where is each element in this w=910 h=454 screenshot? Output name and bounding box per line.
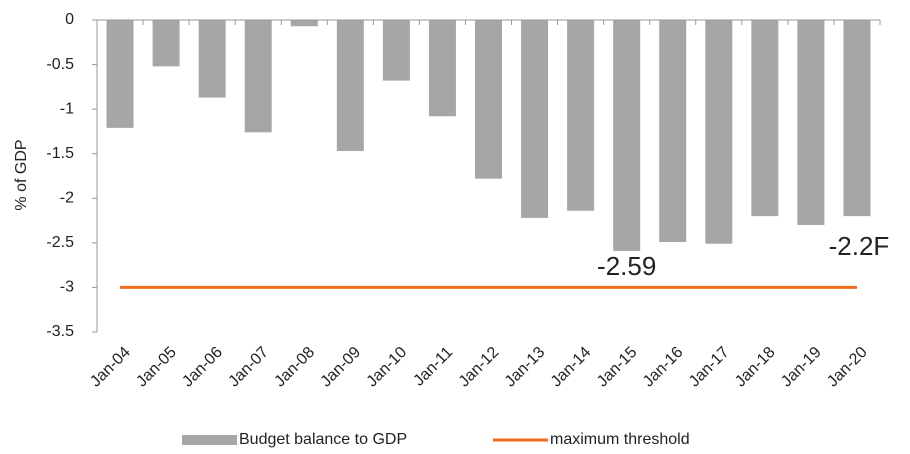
annotation: -2.2F bbox=[829, 231, 890, 261]
x-tick-label: Jan-17 bbox=[686, 344, 733, 391]
x-tick-label: Jan-16 bbox=[640, 344, 687, 391]
x-tick-label: Jan-13 bbox=[502, 344, 549, 391]
bar bbox=[797, 20, 825, 226]
y-tick-label: -1.5 bbox=[46, 145, 74, 162]
x-tick-label: Jan-09 bbox=[318, 344, 365, 391]
x-tick-label: Jan-10 bbox=[364, 344, 411, 391]
bar bbox=[428, 20, 456, 117]
bar bbox=[751, 20, 779, 217]
bar bbox=[567, 20, 595, 211]
y-tick-label: -2 bbox=[60, 190, 74, 207]
bar bbox=[705, 20, 733, 244]
x-tick-label: Jan-05 bbox=[133, 344, 180, 391]
bar bbox=[843, 20, 871, 217]
x-tick-label: Jan-14 bbox=[548, 344, 595, 391]
legend-label: maximum threshold bbox=[550, 431, 690, 448]
bar bbox=[152, 20, 180, 67]
bar bbox=[475, 20, 502, 179]
legend-swatch bbox=[182, 435, 237, 445]
y-tick-label: -3 bbox=[60, 279, 74, 296]
x-tick-label: Jan-15 bbox=[594, 344, 641, 391]
bar bbox=[106, 20, 134, 128]
y-tick-label: 0 bbox=[65, 11, 74, 28]
x-tick-label: Jan-19 bbox=[778, 344, 825, 391]
x-tick-label: Jan-07 bbox=[225, 344, 272, 391]
bar bbox=[290, 20, 318, 27]
legend-label: Budget balance to GDP bbox=[239, 431, 407, 448]
x-tick-label: Jan-11 bbox=[410, 344, 456, 390]
annotation: -2.59 bbox=[597, 251, 656, 281]
x-tick-label: Jan-18 bbox=[732, 344, 779, 391]
bar bbox=[659, 20, 687, 242]
bar bbox=[198, 20, 226, 98]
bar bbox=[382, 20, 410, 81]
x-tick-label: Jan-08 bbox=[271, 344, 318, 391]
x-tick-label: Jan-20 bbox=[824, 344, 871, 391]
bar bbox=[336, 20, 364, 152]
bar bbox=[613, 20, 641, 251]
x-tick-label: Jan-12 bbox=[456, 344, 503, 391]
y-axis-label: % of GDP bbox=[13, 139, 30, 210]
y-tick-label: -2.5 bbox=[46, 234, 74, 251]
y-tick-label: -3.5 bbox=[46, 323, 74, 340]
x-tick-label: Jan-04 bbox=[87, 344, 134, 391]
bar bbox=[521, 20, 549, 218]
x-tick-label: Jan-06 bbox=[179, 344, 226, 391]
y-tick-label: -0.5 bbox=[46, 56, 74, 73]
y-tick-label: -1 bbox=[60, 100, 74, 117]
bar bbox=[244, 20, 272, 133]
